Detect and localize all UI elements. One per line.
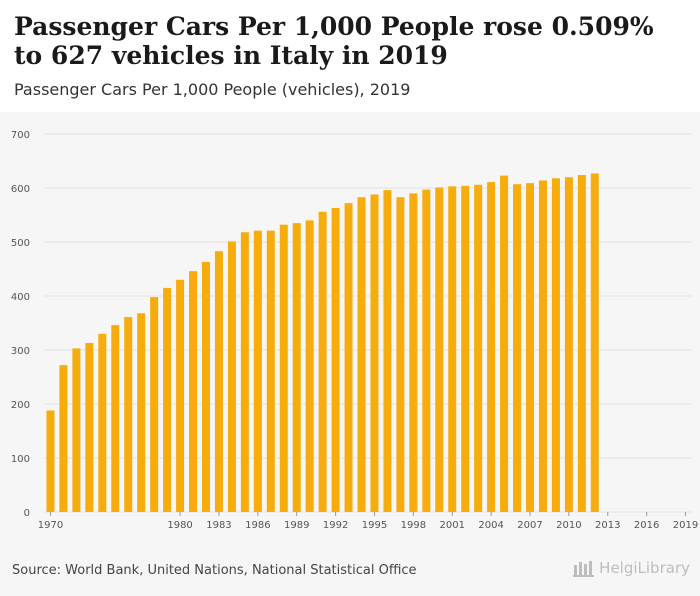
bar[interactable]: 1997: 583: [396, 197, 405, 512]
bar[interactable]: 1974: 330: [98, 333, 107, 512]
x-tick-label: 1970: [38, 520, 63, 531]
x-tick-label: 1998: [401, 520, 426, 531]
bar[interactable]: 1978: 398: [150, 297, 159, 512]
logo-text: HelgiLibrary: [599, 559, 690, 577]
x-tick-label: 1989: [284, 520, 309, 531]
bar[interactable]: 1976: 361: [124, 317, 133, 512]
bar[interactable]: 1972: 303: [72, 348, 81, 512]
bar[interactable]: 1982: 463: [202, 261, 210, 512]
bar[interactable]: 1985: 518: [240, 232, 249, 512]
x-tick-label: 2010: [556, 520, 581, 531]
bar[interactable]: 1996: 596: [383, 190, 392, 512]
bar[interactable]: 1991: 556: [318, 211, 327, 512]
bar[interactable]: 2009: 618: [551, 178, 560, 512]
bar[interactable]: 2007: 609: [526, 183, 534, 512]
source-note: Source: World Bank, United Nations, Nati…: [12, 563, 417, 578]
bar[interactable]: 1994: 583: [357, 197, 366, 512]
bar[interactable]: 1995: 588: [370, 194, 379, 512]
x-tick-label: 1995: [362, 520, 387, 531]
x-tick-label: 2019: [673, 520, 698, 531]
bar[interactable]: 1977: 368: [137, 313, 146, 512]
bar[interactable]: 1970: 188: [46, 410, 55, 512]
bar[interactable]: 1975: 346: [111, 325, 120, 512]
bar[interactable]: 1971: 272: [59, 365, 68, 512]
bar[interactable]: 2011: 624: [577, 175, 586, 512]
bar[interactable]: 1979: 415: [163, 287, 172, 512]
helgi-library-logo[interactable]: HelgiLibrary: [573, 559, 690, 577]
y-tick-label: 400: [11, 292, 30, 303]
bar[interactable]: 1993: 572: [344, 203, 353, 512]
y-tick-label: 100: [11, 454, 30, 465]
bar[interactable]: 2012: 627: [590, 173, 599, 513]
y-tick-label: 500: [11, 238, 30, 249]
y-tick-label: 300: [11, 346, 30, 357]
bar-chart: 0 100 200 300 400 500 600 700 1970: 188 1971: 272…: [11, 130, 698, 531]
y-tick-label: 700: [11, 130, 30, 141]
bar[interactable]: 1988: 532: [279, 224, 288, 512]
bar[interactable]: 1973: 313: [85, 342, 94, 512]
bar[interactable]: 2010: 620: [564, 177, 573, 512]
y-tick-label: 200: [11, 400, 30, 411]
bar[interactable]: 2001: 603: [448, 186, 457, 512]
y-tick-label: 0: [24, 508, 30, 519]
x-tick-label: 2007: [517, 520, 542, 531]
x-tick-label: 1992: [323, 520, 348, 531]
bar[interactable]: 2006: 607: [513, 184, 522, 512]
bar[interactable]: 2005: 623: [500, 175, 509, 512]
bar[interactable]: 2000: 601: [435, 187, 444, 512]
y-tick-label: 600: [11, 184, 30, 195]
bar[interactable]: 1980: 430: [176, 279, 185, 512]
bar[interactable]: 2004: 611: [487, 182, 496, 512]
chart-title: Passenger Cars Per 1,000 People rose 0.5…: [14, 12, 654, 70]
chart-panel: 0 100 200 300 400 500 600 700 1970: 188 1971: 272…: [0, 112, 700, 549]
bar[interactable]: 1983: 483: [214, 251, 223, 512]
x-tick-label: 2013: [595, 520, 620, 531]
x-tick-label: 1980: [167, 520, 192, 531]
library-icon: [573, 561, 595, 577]
x-tick-label: 2004: [478, 520, 503, 531]
bar[interactable]: 1990: 540: [305, 220, 314, 512]
footer: Source: World Bank, United Nations, Nati…: [0, 549, 700, 596]
chart-subtitle: Passenger Cars Per 1,000 People (vehicle…: [14, 80, 411, 99]
x-tick-label: 2001: [440, 520, 465, 531]
bar[interactable]: 1984: 501: [227, 241, 236, 512]
x-tick-label: 1983: [206, 520, 231, 531]
bar[interactable]: 1981: 446: [189, 271, 198, 512]
x-tick-label: 1986: [245, 520, 270, 531]
bar[interactable]: 1987: 521: [266, 230, 275, 512]
bar[interactable]: 2008: 614: [538, 180, 547, 512]
bar[interactable]: 1992: 563: [331, 207, 340, 512]
x-tick-label: 2016: [634, 520, 659, 531]
bar[interactable]: 1986: 521: [253, 230, 262, 512]
bar[interactable]: 1998: 590: [409, 193, 418, 512]
bar[interactable]: 1989: 535: [292, 223, 301, 512]
bar[interactable]: 1999: 597: [422, 189, 431, 512]
bar[interactable]: 2002: 604: [461, 185, 470, 512]
